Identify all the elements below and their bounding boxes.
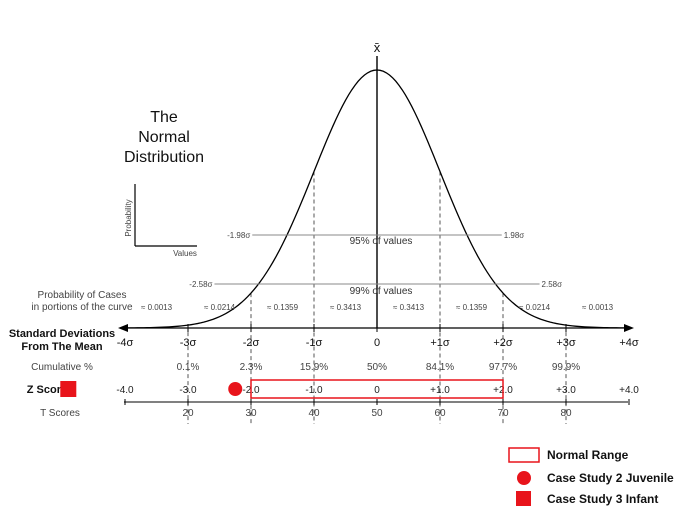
interval-95: 95% of values -1.98σ 1.98σ	[227, 231, 524, 247]
probability-label: ≈ 0.1359	[456, 303, 488, 312]
sd-axis-label: -3σ	[180, 337, 197, 349]
probability-label: ≈ 0.0013	[141, 303, 173, 312]
cumulative-label: 0.1%	[177, 362, 200, 373]
t-score-label: 60	[434, 408, 446, 419]
probability-label: ≈ 0.3413	[393, 303, 425, 312]
sd-axis-label: +2σ	[493, 337, 513, 349]
legend-juvenile-swatch	[517, 471, 531, 485]
t-score-label: 20	[182, 408, 194, 419]
t-score-label: 70	[497, 408, 509, 419]
z-axis-label: +1.0	[430, 385, 450, 396]
z-axis-label: -3.0	[179, 385, 197, 396]
interval-95-label: 95% of values	[350, 236, 413, 247]
infant-marker	[60, 381, 77, 397]
cumulative-label: 97.7%	[489, 362, 517, 373]
title-line-1: The	[150, 109, 178, 126]
t-score-label: 80	[560, 408, 572, 419]
cumulative-label: 84.1%	[426, 362, 454, 373]
sd-axis-label: -2σ	[243, 337, 260, 349]
probability-label: ≈ 0.1359	[267, 303, 299, 312]
legend-infant-swatch	[516, 491, 531, 506]
interval-99: 99% of values -2.58σ 2.58σ	[189, 280, 562, 297]
interval-95-right-label: 1.98σ	[504, 231, 525, 240]
probability-row-label-1: Probability of Cases	[38, 290, 127, 301]
sd-row-label-1: Standard Deviations	[9, 328, 115, 340]
legend-normal-range-label: Normal Range	[547, 448, 629, 462]
title-line-3: Distribution	[124, 149, 204, 166]
cumulative-label: 99.9%	[552, 362, 580, 373]
z-axis-label: 0	[374, 385, 380, 396]
legend-juvenile-label: Case Study 2 Juvenile	[547, 471, 674, 485]
probability-label: ≈ 0.0013	[582, 303, 614, 312]
cumulative-label: 50%	[367, 362, 387, 373]
z-axis-label: +3.0	[556, 385, 576, 396]
z-axis-label: -4.0	[116, 385, 134, 396]
z-axis-label: +4.0	[619, 385, 639, 396]
mean-symbol: x̄	[374, 40, 381, 55]
interval-99-left-label: -2.58σ	[189, 280, 212, 289]
inset-y-label: Probability	[124, 199, 133, 236]
interval-95-left-label: -1.98σ	[227, 231, 250, 240]
sd-axis-arrow-right	[624, 324, 634, 332]
probability-label: ≈ 0.0214	[204, 303, 236, 312]
juvenile-marker	[228, 382, 243, 396]
interval-99-right-label: 2.58σ	[542, 280, 563, 289]
title-line-2: Normal	[138, 129, 190, 146]
sd-axis-label: -1σ	[306, 337, 323, 349]
interval-99-label: 99% of values	[350, 286, 413, 297]
inset-x-label: Values	[173, 249, 197, 258]
sd-axis-label: +4σ	[619, 337, 639, 349]
cumulative-row-label: Cumulative %	[31, 362, 93, 373]
sd-axis-label: +1σ	[430, 337, 450, 349]
t-score-label: 40	[308, 408, 320, 419]
t-score-label: 30	[245, 408, 257, 419]
normal-range-box	[250, 379, 504, 399]
t-row-label: T Scores	[40, 408, 80, 419]
sd-guide-lines	[187, 171, 567, 424]
legend: Normal Range Case Study 2 Juvenile Case …	[508, 447, 674, 506]
z-axis-label: -1.0	[305, 385, 323, 396]
probability-label: ≈ 0.3413	[330, 303, 362, 312]
sd-axis-label: +3σ	[556, 337, 576, 349]
cumulative-label: 2.3%	[240, 362, 263, 373]
sd-row-label-2: From The Mean	[21, 341, 103, 353]
inset-axes: Probability Values	[124, 184, 197, 258]
sd-axis-label: 0	[374, 337, 380, 349]
chart-marks: ≈ 0.0013 ≈ 0.0214 ≈ 0.1359 ≈ 0.3413 ≈ 0.3413…	[60, 303, 639, 419]
legend-normal-range-swatch	[508, 447, 540, 463]
cumulative-label: 15.9%	[300, 362, 328, 373]
sd-axis	[118, 324, 634, 332]
probability-row-label-2: in portions of the curve	[31, 302, 133, 313]
t-score-label: 50	[371, 408, 383, 419]
legend-infant-label: Case Study 3 Infant	[547, 492, 658, 506]
sd-axis-label: -4σ	[117, 337, 134, 349]
sd-axis-arrow-left	[118, 324, 128, 332]
probability-label: ≈ 0.0214	[519, 303, 551, 312]
